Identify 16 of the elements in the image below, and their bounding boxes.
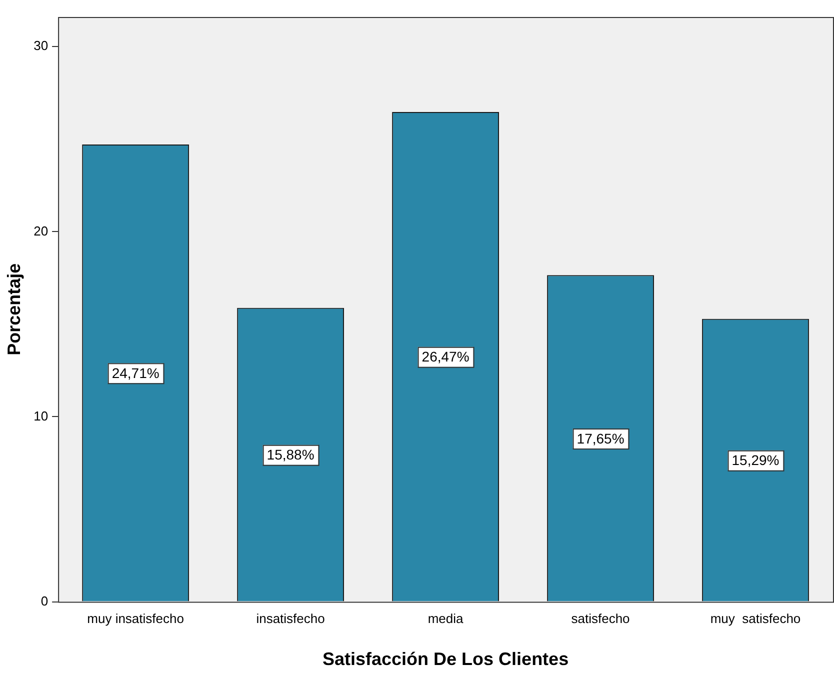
- x-tick-label: satisfecho: [571, 611, 630, 626]
- x-tick-label: media: [428, 611, 464, 626]
- data-label: 26,47%: [422, 348, 470, 365]
- data-label: 17,65%: [576, 430, 624, 446]
- y-axis-title: Porcentaje: [4, 263, 24, 356]
- x-tick-label: muy satisfecho: [710, 611, 801, 626]
- data-label: 15,29%: [732, 452, 780, 468]
- y-tick-label: 10: [34, 408, 48, 424]
- data-label: 24,71%: [112, 365, 160, 382]
- y-tick-label: 30: [34, 38, 48, 54]
- x-axis-title: Satisfacción De Los Clientes: [322, 649, 569, 670]
- x-tick-label: insatisfecho: [256, 611, 325, 626]
- y-tick-label: 20: [34, 223, 48, 238]
- y-tick-label: 0: [40, 593, 48, 608]
- x-tick-label: muy insatisfecho: [87, 611, 184, 626]
- data-label: 15,88%: [266, 446, 314, 463]
